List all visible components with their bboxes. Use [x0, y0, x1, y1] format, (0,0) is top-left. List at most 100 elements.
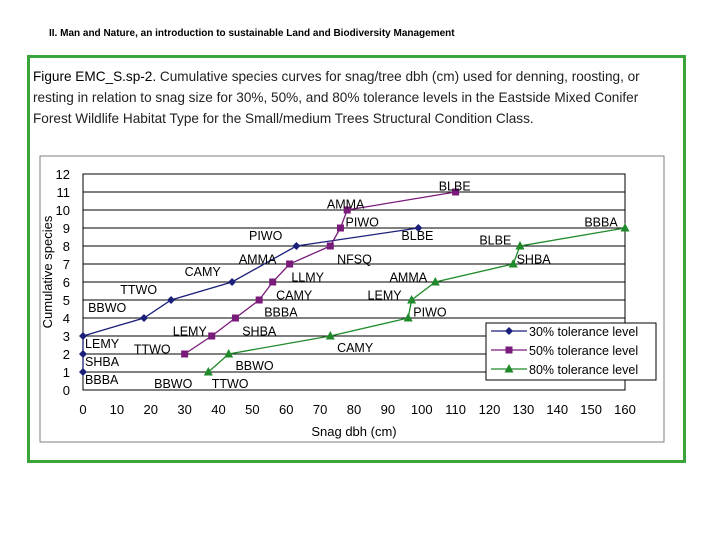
data-point-amma: [343, 206, 351, 214]
x-tick-label: 0: [79, 402, 86, 417]
series-1: [79, 224, 423, 376]
data-point-blbe: [414, 224, 423, 232]
x-tick-label: 80: [347, 402, 361, 417]
data-point-piwo: [407, 295, 417, 304]
x-tick-label: 160: [614, 402, 636, 417]
plot-area: [82, 173, 626, 391]
point-label: TTWO: [212, 377, 249, 391]
data-point-ttwo: [224, 349, 234, 358]
point-label: SHBA: [242, 325, 277, 339]
y-tick-label: 1: [63, 365, 70, 380]
figure-caption: Figure EMC_S.sp-2. Cumulative species cu…: [33, 66, 673, 129]
point-label: LEMY: [173, 325, 208, 339]
data-point-llmy: [430, 277, 440, 286]
legend-label: 50% tolerance level: [529, 344, 638, 358]
x-tick-label: 40: [211, 402, 225, 417]
x-tick-label: 120: [479, 402, 501, 417]
data-point-amma: [286, 260, 294, 268]
legend-box: [485, 322, 657, 381]
x-tick-label: 70: [313, 402, 327, 417]
x-axis-label: Snag dbh (cm): [311, 424, 396, 439]
data-point-blbe: [452, 188, 460, 196]
data-point-bbba: [620, 223, 630, 232]
y-tick-label: 9: [63, 221, 70, 236]
y-tick-label: 12: [56, 167, 70, 182]
point-label: CAMY: [185, 265, 222, 279]
data-point-lemy: [208, 332, 216, 340]
data-point-shba: [515, 241, 525, 250]
y-tick-label: 8: [63, 239, 70, 254]
legend-label: 80% tolerance level: [529, 363, 638, 377]
point-label: PIWO: [413, 306, 447, 320]
data-point-camy: [269, 278, 277, 286]
data-point-amma: [508, 259, 518, 268]
x-tick-label: 150: [580, 402, 602, 417]
x-tick-label: 30: [177, 402, 191, 417]
y-axis-label: Cumulative species: [40, 215, 55, 328]
x-tick-label: 20: [144, 402, 158, 417]
legend: 30% tolerance level 50% tolerance level 80…: [485, 322, 657, 381]
figure-frame: [27, 55, 686, 463]
data-point-bbba: [255, 296, 263, 304]
legend-item: 30% tolerance level: [491, 325, 638, 339]
series-line: [184, 191, 456, 355]
y-tick-label: 7: [63, 257, 70, 272]
point-label: PIWO: [346, 216, 380, 230]
data-point-piwo: [336, 224, 344, 232]
point-label: AMMA: [390, 271, 428, 285]
point-label: BBBA: [85, 373, 119, 387]
y-tick-label: 10: [56, 203, 70, 218]
data-point-nfsq: [326, 242, 334, 250]
y-tick-label: 11: [57, 185, 71, 200]
point-label: AMMA: [239, 253, 277, 267]
x-tick-label: 100: [411, 402, 433, 417]
point-label: SHBA: [85, 355, 120, 369]
y-tick-label: 4: [63, 311, 70, 326]
data-point-shba: [231, 314, 239, 322]
point-label: LEMY: [368, 289, 403, 303]
x-tick-label: 110: [445, 402, 466, 417]
point-label: TTWO: [134, 343, 171, 357]
data-point-ttwo: [167, 296, 176, 304]
legend-label: 30% tolerance level: [529, 325, 638, 339]
series-2: [181, 188, 460, 358]
point-label: BLBE: [401, 229, 433, 243]
series-group: [79, 188, 630, 376]
data-point-bbwo: [139, 314, 148, 322]
x-tick-label: 130: [513, 402, 535, 417]
point-label: LLMY: [291, 271, 324, 285]
point-label: BBBA: [264, 306, 298, 320]
point-label: SHBA: [517, 253, 552, 267]
figure-label: Figure EMC_S.sp-2.: [33, 69, 157, 84]
data-point-bbwo: [203, 367, 213, 376]
point-label: BLBE: [439, 180, 471, 194]
legend-marker: [504, 364, 514, 373]
x-tick-label: 90: [381, 402, 395, 417]
legend-item: 50% tolerance level: [491, 344, 638, 358]
point-label: CAMY: [276, 289, 313, 303]
y-tick-label: 2: [63, 347, 70, 362]
data-point-piwo: [292, 242, 301, 250]
x-tick-label: 50: [245, 402, 259, 417]
series-3: [203, 223, 630, 376]
legend-item: 80% tolerance level: [491, 363, 638, 377]
data-point-camy: [403, 313, 413, 322]
x-tick-label: 10: [110, 402, 124, 417]
point-label: BLBE: [479, 234, 511, 248]
point-label: NFSQ: [337, 253, 372, 267]
caption-text: Cumulative species curves for snag/tree …: [33, 69, 640, 126]
data-point-lemy: [79, 332, 87, 340]
point-label: BBBA: [584, 216, 618, 230]
point-label: AMMA: [327, 198, 365, 212]
x-axis-ticks: 0 10 20 30 40 50 60 70 80 90 100 110 120 130 140 150 160: [79, 402, 635, 417]
point-label: TTWO: [120, 283, 157, 297]
point-label: BBWO: [235, 359, 273, 373]
data-point-ttwo: [181, 350, 189, 358]
data-point-camy: [228, 278, 237, 286]
data-point-shba: [79, 350, 87, 358]
point-label: BBWO: [88, 301, 126, 315]
point-label: LEMY: [85, 337, 120, 351]
x-tick-label: 60: [279, 402, 293, 417]
